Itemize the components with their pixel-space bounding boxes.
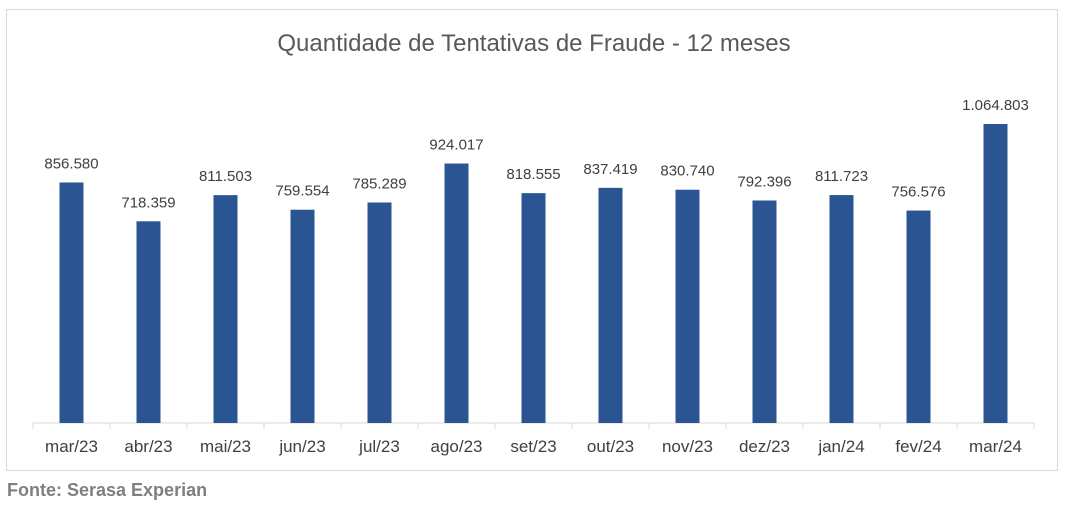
x-tick-label-nov-23: nov/23 (662, 437, 713, 456)
data-label-out-23: 837.419 (583, 161, 637, 178)
data-label-abr-23: 718.359 (121, 194, 175, 211)
bar-jul-23 (367, 202, 392, 423)
data-label-fev-24: 756.576 (891, 184, 945, 201)
data-label-mar-24: 1.064.803 (962, 97, 1029, 114)
bar-dez-23 (752, 200, 777, 423)
data-label-jun-23: 759.554 (275, 183, 329, 200)
data-label-nov-23: 830.740 (660, 163, 714, 180)
x-tick-label-jul-23: jul/23 (358, 437, 400, 456)
x-tick-label-mai-23: mai/23 (200, 437, 251, 456)
data-label-jul-23: 785.289 (352, 175, 406, 192)
bar-jun-23 (290, 209, 315, 423)
x-tick-label-dez-23: dez/23 (739, 437, 790, 456)
x-tick-label-ago-23: ago/23 (431, 437, 483, 456)
bar-nov-23 (675, 189, 700, 423)
x-tick-label-fev-24: fev/24 (895, 437, 941, 456)
data-label-mar-23: 856.580 (44, 155, 98, 172)
bars-group (59, 124, 1008, 423)
x-tick-labels-group: mar/23 abr/23 mai/23 jun/23 jul/23 ago/23 set/… (45, 437, 1022, 456)
x-tick-label-out-23: out/23 (587, 437, 634, 456)
bar-mai-23 (213, 195, 238, 423)
source-note: Fonte: Serasa Experian (7, 480, 208, 500)
x-tick-label-jan-24: jan/24 (817, 437, 864, 456)
x-tick-label-mar-24: mar/24 (969, 437, 1022, 456)
x-axis-ticks (32, 423, 1035, 429)
data-label-set-23: 818.555 (506, 166, 560, 183)
bar-set-23 (521, 193, 546, 423)
bar-ago-23 (444, 163, 469, 423)
x-tick-label-mar-23: mar/23 (45, 437, 98, 456)
bar-fev-24 (906, 210, 931, 423)
data-label-dez-23: 792.396 (737, 173, 791, 190)
chart-title: Quantidade de Tentativas de Fraude - 12 … (277, 30, 790, 57)
bar-mar-24 (983, 124, 1008, 423)
bar-out-23 (598, 187, 623, 423)
x-tick-label-set-23: set/23 (510, 437, 556, 456)
bar-abr-23 (136, 221, 161, 423)
data-label-mai-23: 811.503 (199, 168, 252, 185)
data-label-jan-24: 811.723 (815, 168, 868, 185)
x-tick-label-abr-23: abr/23 (124, 437, 172, 456)
data-label-ago-23: 924.017 (429, 137, 483, 154)
bar-jan-24 (829, 195, 854, 423)
data-labels-group: 856.580 718.359 811.503 759.554 785.289 924.0… (44, 97, 1028, 211)
x-tick-label-jun-23: jun/23 (278, 437, 325, 456)
bar-mar-23 (59, 182, 84, 423)
